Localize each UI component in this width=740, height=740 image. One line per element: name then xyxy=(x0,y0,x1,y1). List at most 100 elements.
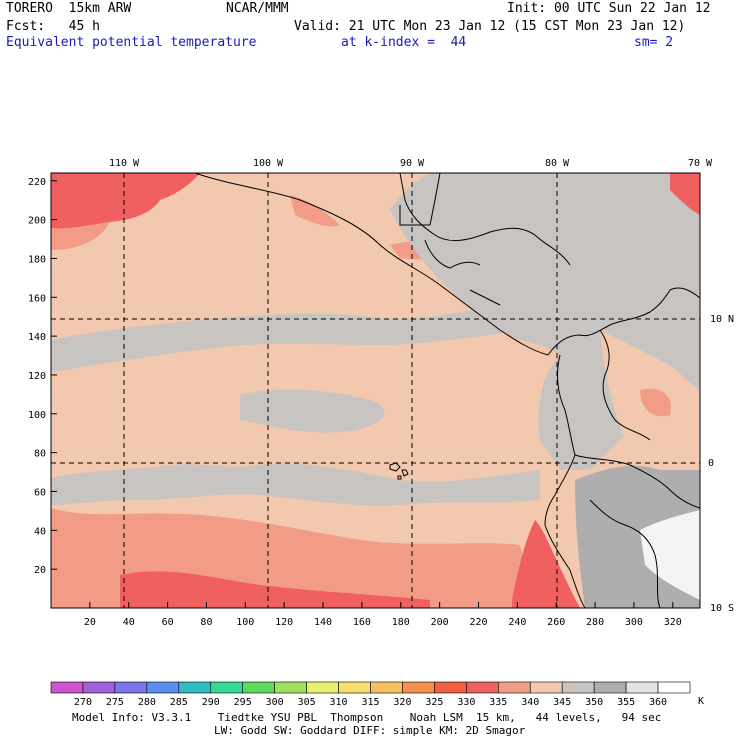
colorbar-swatch xyxy=(625,681,659,694)
x-tick-label: 240 xyxy=(508,617,526,628)
northwest-330-fringe xyxy=(51,222,110,250)
colorbar-tick-label: 310 xyxy=(330,697,348,708)
colorbar-tick-label: 325 xyxy=(425,697,443,708)
colorbar-swatch xyxy=(466,681,499,694)
yucatan-coastline xyxy=(399,173,571,266)
x-tick-label: 280 xyxy=(586,617,604,628)
colorbar-swatch xyxy=(306,681,339,694)
y-tick-label: 180 xyxy=(28,254,46,265)
colorbar-tick-label: 345 xyxy=(553,697,571,708)
colorbar-tick-label: 335 xyxy=(489,697,507,708)
x-index-ticks: 20 40 60 80 100 120 140 160 180 200 220 240 260 280 30… xyxy=(84,602,682,628)
ne-corner-warm xyxy=(670,173,700,215)
y-tick-label: 60 xyxy=(34,487,46,498)
lat-label-10s: 10 S xyxy=(710,603,734,614)
colorbar-swatch xyxy=(210,681,244,694)
map-frame xyxy=(50,172,701,609)
forecast-hour: Fcst: 45 h xyxy=(6,19,100,34)
central-gray-patch xyxy=(240,389,385,433)
model-title: TORERO 15km ARW xyxy=(6,1,132,16)
longitude-labels: 110 W 100 W 90 W 80 W 70 W xyxy=(109,158,713,169)
x-tick-label: 40 xyxy=(123,617,135,628)
init-time: Init: 00 UTC Sun 22 Jan 12 xyxy=(507,1,711,16)
y-tick-label: 220 xyxy=(28,177,46,188)
y-tick-label: 140 xyxy=(28,332,46,343)
nicaragua-border xyxy=(469,289,501,306)
mexico-coast-330 xyxy=(290,195,340,227)
x-tick-label: 60 xyxy=(162,617,174,628)
colorbar-swatch xyxy=(82,681,116,694)
colorbar xyxy=(50,681,691,694)
x-tick-label: 180 xyxy=(392,617,410,628)
y-tick-label: 100 xyxy=(28,410,46,421)
colorbar-tick-label: 300 xyxy=(266,697,284,708)
colorbar-tick-label: 360 xyxy=(649,697,667,708)
lon-label-100w: 100 W xyxy=(253,158,284,169)
x-tick-label: 100 xyxy=(236,617,254,628)
colorbar-swatch xyxy=(338,681,371,694)
x-tick-label: 160 xyxy=(353,617,371,628)
colorbar-tick-label: 305 xyxy=(298,697,316,708)
x-tick-label: 80 xyxy=(200,617,212,628)
graticule xyxy=(51,173,700,608)
equatorial-gray-band-north xyxy=(51,300,530,372)
colorbar-swatch xyxy=(146,681,180,694)
colorbar-tick-label: 295 xyxy=(234,697,252,708)
colorbar-tick-label: 270 xyxy=(74,697,92,708)
colorbar-swatch xyxy=(434,681,467,694)
colorbar-tick-label: 315 xyxy=(361,697,379,708)
x-tick-label: 200 xyxy=(431,617,449,628)
valid-time: Valid: 21 UTC Mon 23 Jan 12 (15 CST Mon … xyxy=(294,19,686,34)
sw-corner-330 xyxy=(51,540,100,608)
panama-coastline xyxy=(547,287,700,356)
amazon-330 xyxy=(640,388,671,417)
colorbar-swatch xyxy=(593,681,627,694)
y-tick-label: 160 xyxy=(28,293,46,304)
x-tick-label: 220 xyxy=(469,617,487,628)
lon-label-110w: 110 W xyxy=(109,158,140,169)
northwest-335-patch xyxy=(51,173,200,229)
y-tick-label: 80 xyxy=(34,449,46,460)
x-tick-label: 140 xyxy=(314,617,332,628)
x-tick-label: 300 xyxy=(625,617,643,628)
colorbar-swatch xyxy=(242,681,275,694)
mexico-coastline xyxy=(194,173,549,356)
y-tick-label: 200 xyxy=(28,216,46,227)
colorbar-tick-label: 340 xyxy=(521,697,539,708)
colorbar-tick-label: 320 xyxy=(393,697,411,708)
y-tick-label: 120 xyxy=(28,371,46,382)
colorbar-unit: K xyxy=(698,696,704,707)
field-shading xyxy=(51,173,700,608)
lon-label-90w: 90 W xyxy=(400,158,425,169)
x-tick-label: 20 xyxy=(84,617,96,628)
colorbar-swatch xyxy=(50,681,84,694)
colorbar-labels: 270 275 280 285 290 295 300 305 310 315 320 325 330 3… xyxy=(74,697,667,708)
coastal-335-patch xyxy=(512,520,580,608)
level-label: at k-index = 44 xyxy=(341,35,467,50)
field-name: Equivalent potential temperature xyxy=(6,35,257,50)
colorbar-swatch xyxy=(178,681,212,694)
equatorial-gray-band-south xyxy=(51,463,540,506)
smoothing-label: sm= 2 xyxy=(634,35,674,50)
footer-physics-info: LW: Godd SW: Goddard DIFF: simple KM: 2D… xyxy=(214,724,526,737)
colorbar-swatch xyxy=(402,681,435,694)
x-tick-label: 120 xyxy=(275,617,293,628)
x-tick-label: 260 xyxy=(547,617,565,628)
colorbar-swatch xyxy=(657,681,691,694)
colorbar-tick-label: 350 xyxy=(585,697,603,708)
y-tick-label: 40 xyxy=(34,526,46,537)
colorbar-swatch xyxy=(114,681,148,694)
lat-label-0: 0 xyxy=(708,458,714,469)
colorbar-swatch xyxy=(529,681,563,694)
colorbar-swatch xyxy=(497,681,531,694)
colorbar-tick-label: 355 xyxy=(617,697,635,708)
lat-label-10n: 10 N xyxy=(710,314,734,325)
colorbar-tick-label: 280 xyxy=(138,697,156,708)
southern-335-band xyxy=(120,571,430,608)
colorbar-tick-label: 285 xyxy=(170,697,188,708)
colorbar-tick-label: 275 xyxy=(106,697,124,708)
guatemala-border xyxy=(399,173,441,226)
ecuador-border xyxy=(574,454,700,509)
peru-border xyxy=(589,499,661,608)
